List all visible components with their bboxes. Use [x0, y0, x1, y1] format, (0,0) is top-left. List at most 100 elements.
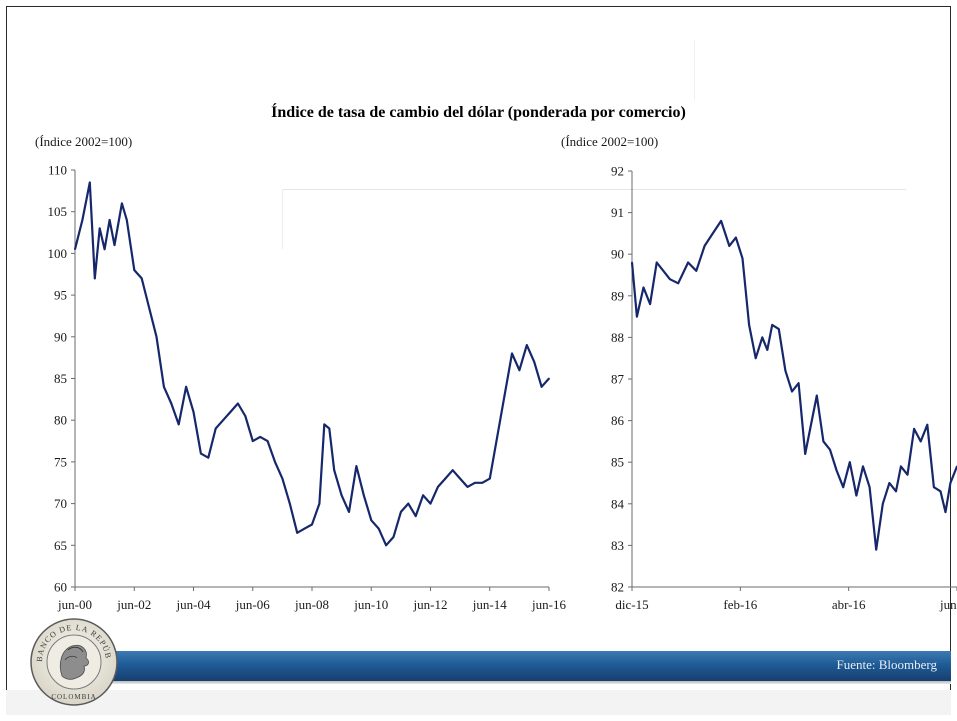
- right-chart-data-point: [848, 461, 851, 464]
- source-note: Fuente: Bloomberg: [836, 657, 937, 672]
- right-chart-data-point: [695, 269, 698, 272]
- chart-title: Índice de tasa de cambio del dólar (pond…: [271, 104, 686, 121]
- right-chart-data-point: [926, 423, 929, 426]
- left-chart-data-point: [163, 385, 165, 388]
- left-chart-data-point: [170, 402, 173, 405]
- right-chart-data-point: [777, 328, 780, 330]
- left-chart-data-point: [311, 523, 313, 526]
- left-chart-y-tick-label: 90: [54, 329, 67, 344]
- left-chart-data-point: [192, 411, 195, 413]
- left-chart-data-point: [229, 411, 232, 413]
- central-bank-seal-logo: BANCO DE LA REPÚBLICA COLOMBIA: [28, 616, 118, 706]
- right-chart-data-point: [669, 278, 671, 281]
- right-chart-data-point: [862, 465, 864, 468]
- right-chart-x-tick-label: jun-16: [939, 597, 957, 612]
- left-chart-data-point: [140, 277, 143, 280]
- left-chart-data-point: [348, 511, 350, 513]
- left-chart-data-point: [244, 415, 247, 417]
- right-chart-data-point: [720, 220, 722, 222]
- right-chart-data-point: [687, 261, 689, 264]
- left-chart-data-point: [274, 461, 276, 463]
- left-chart-y-tick-label: 60: [54, 580, 67, 595]
- right-chart-data-point: [636, 315, 638, 318]
- right-chart-data-point: [761, 336, 764, 339]
- left-chart-data-point: [98, 227, 101, 230]
- left-chart-data-point: [429, 502, 432, 505]
- right-chart-y-tick-label: 91: [611, 205, 624, 220]
- left-chart-data-point: [340, 494, 343, 497]
- slide-footer-band: [6, 690, 951, 715]
- right-chart-data-point: [754, 357, 757, 360]
- left-chart-data-point: [222, 419, 225, 422]
- left-chart-data-point: [385, 544, 387, 547]
- right-chart-data-point: [810, 419, 813, 422]
- left-chart-data-point: [133, 269, 136, 271]
- right-chart-data-point: [913, 428, 915, 430]
- right-chart-data-point: [919, 440, 922, 443]
- right-chart-y-tick-label: 85: [611, 455, 624, 470]
- left-chart-data-point: [518, 369, 521, 372]
- left-chart-data-point: [155, 335, 158, 338]
- left-chart-data-point: [74, 248, 76, 251]
- left-chart-data-point: [496, 436, 499, 438]
- right-chart-data-point: [949, 482, 952, 484]
- faint-guide-vertical: [282, 189, 283, 249]
- left-chart-data-point: [503, 394, 506, 397]
- right-chart-series-line: [630, 219, 957, 551]
- right-chart-data-point: [631, 261, 633, 264]
- footer-banner: [60, 651, 951, 681]
- slide-frame: [6, 6, 951, 715]
- left-chart-data-point: [125, 219, 128, 221]
- left-chart-y-tick-label: 75: [54, 454, 67, 469]
- right-chart-data-point: [771, 324, 774, 326]
- left-chart-data-point: [177, 423, 180, 426]
- right-chart-data-point: [906, 473, 909, 476]
- right-chart-data-point: [944, 511, 947, 513]
- right-chart-data-point: [766, 349, 769, 351]
- right-chart-y-tick-label: 84: [611, 496, 625, 511]
- right-chart-data-point: [933, 486, 935, 489]
- left-chart-data-point: [281, 477, 284, 480]
- footer-banner-shadow: [60, 681, 951, 684]
- left-chart-data-point: [200, 452, 202, 455]
- left-chart-data-point: [548, 377, 550, 380]
- left-chart-data-point: [540, 385, 543, 388]
- left-chart-data-point: [93, 277, 96, 280]
- left-chart-y-tick-label: 105: [48, 204, 68, 219]
- left-chart-data-point: [288, 502, 291, 505]
- left-chart-data-point: [459, 477, 461, 480]
- right-chart-data-point: [728, 245, 731, 247]
- left-chart-x-tick-label: jun-14: [472, 597, 507, 612]
- right-chart-y-tick-label: 87: [611, 372, 625, 387]
- left-chart-data-point: [400, 511, 402, 513]
- left-chart-y-tick-label: 85: [54, 371, 67, 386]
- left-chart-data-point: [266, 440, 269, 442]
- left-chart-data-point: [296, 531, 299, 534]
- left-chart-x-tick-label: jun-06: [235, 597, 270, 612]
- right-chart-axes: 82 83 84 85 86 87 88 89 90 91 92 dic-15 feb-16 abr-16…: [611, 164, 957, 612]
- right-chart-data-point: [875, 548, 878, 551]
- left-chart-data-point: [121, 202, 123, 205]
- left-chart-x-tick-label: jun-08: [294, 597, 329, 612]
- left-chart-data-point: [437, 486, 439, 488]
- left-chart-series-line: [73, 181, 550, 547]
- faint-guide-vertical-right: [694, 40, 695, 100]
- right-chart-data-point: [703, 245, 706, 247]
- left-chart-data-point: [333, 469, 336, 472]
- left-chart-data-point: [392, 536, 395, 538]
- left-chart-data-point: [422, 494, 424, 497]
- left-chart-data-point: [355, 465, 358, 467]
- right-chart-data-point: [829, 448, 831, 451]
- right-chart-y-tick-label: 83: [611, 538, 624, 553]
- right-chart-data-point: [939, 490, 942, 493]
- left-chart-y-tick-label: 80: [54, 413, 67, 428]
- left-chart-data-point: [185, 385, 188, 388]
- right-chart-data-point: [797, 382, 800, 385]
- left-chart-data-point: [81, 219, 84, 221]
- left-chart-y-tick-label: 95: [54, 288, 67, 303]
- left-unit-label: (Índice 2002=100): [35, 134, 132, 149]
- right-chart-data-point: [741, 257, 744, 260]
- right-chart-data-point: [888, 482, 891, 484]
- left-chart-data-point: [370, 519, 373, 522]
- left-chart-data-point: [251, 440, 254, 442]
